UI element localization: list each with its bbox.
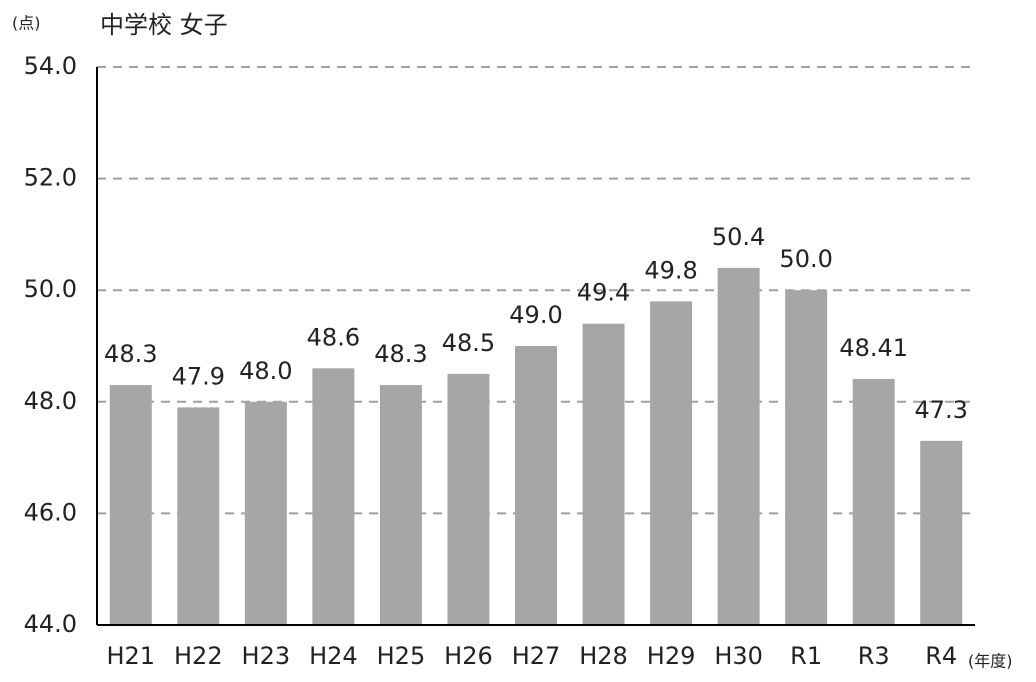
bar: [717, 267, 760, 625]
bar: [785, 290, 828, 625]
x-tick-label: H30: [714, 642, 763, 670]
data-label: 48.5: [442, 329, 495, 357]
x-tick-label: H26: [444, 642, 493, 670]
y-tick-label: 54.0: [24, 52, 77, 80]
y-unit-label: (点): [12, 14, 41, 33]
y-tick-label: 46.0: [24, 498, 77, 526]
y-tick-label: 50.0: [24, 275, 77, 303]
x-tick-label: R3: [858, 642, 890, 670]
bar: [582, 323, 625, 625]
chart-title: 中学校 女子: [100, 11, 228, 39]
bar: [920, 440, 963, 625]
data-label: 50.0: [779, 245, 832, 273]
data-label: 49.8: [644, 256, 697, 284]
data-label: 49.4: [577, 279, 630, 307]
bar: [650, 301, 693, 625]
y-tick-label: 48.0: [24, 387, 77, 415]
data-label: 48.3: [374, 340, 427, 368]
x-tick-label: H27: [512, 642, 561, 670]
data-label: 50.4: [712, 223, 765, 251]
x-tick-label: H21: [106, 642, 155, 670]
bar: [515, 346, 557, 625]
y-tick-label: 52.0: [24, 164, 77, 192]
data-label: 47.3: [915, 396, 968, 424]
data-label: 48.41: [839, 334, 908, 362]
x-tick-label: H25: [377, 642, 426, 670]
data-label: 49.0: [509, 301, 562, 329]
x-tick-label: H24: [309, 642, 358, 670]
x-tick-label: R1: [790, 642, 822, 670]
bar: [177, 407, 220, 625]
bar: [852, 378, 895, 625]
bar: [312, 368, 355, 625]
x-tick-label: R4: [925, 642, 957, 670]
x-tick-label: H28: [579, 642, 628, 670]
bar: [109, 385, 152, 625]
bar: [447, 373, 490, 625]
x-tick-label: H29: [647, 642, 696, 670]
bar: [379, 385, 422, 625]
x-unit-label: (年度): [968, 652, 1013, 671]
x-tick-label: H23: [242, 642, 291, 670]
y-tick-label: 44.0: [24, 610, 77, 638]
data-label: 48.3: [104, 340, 157, 368]
bar: [244, 401, 287, 625]
data-label: 48.0: [239, 357, 292, 385]
data-label: 47.9: [172, 362, 225, 390]
data-label: 48.6: [307, 323, 360, 351]
x-tick-label: H22: [174, 642, 223, 670]
